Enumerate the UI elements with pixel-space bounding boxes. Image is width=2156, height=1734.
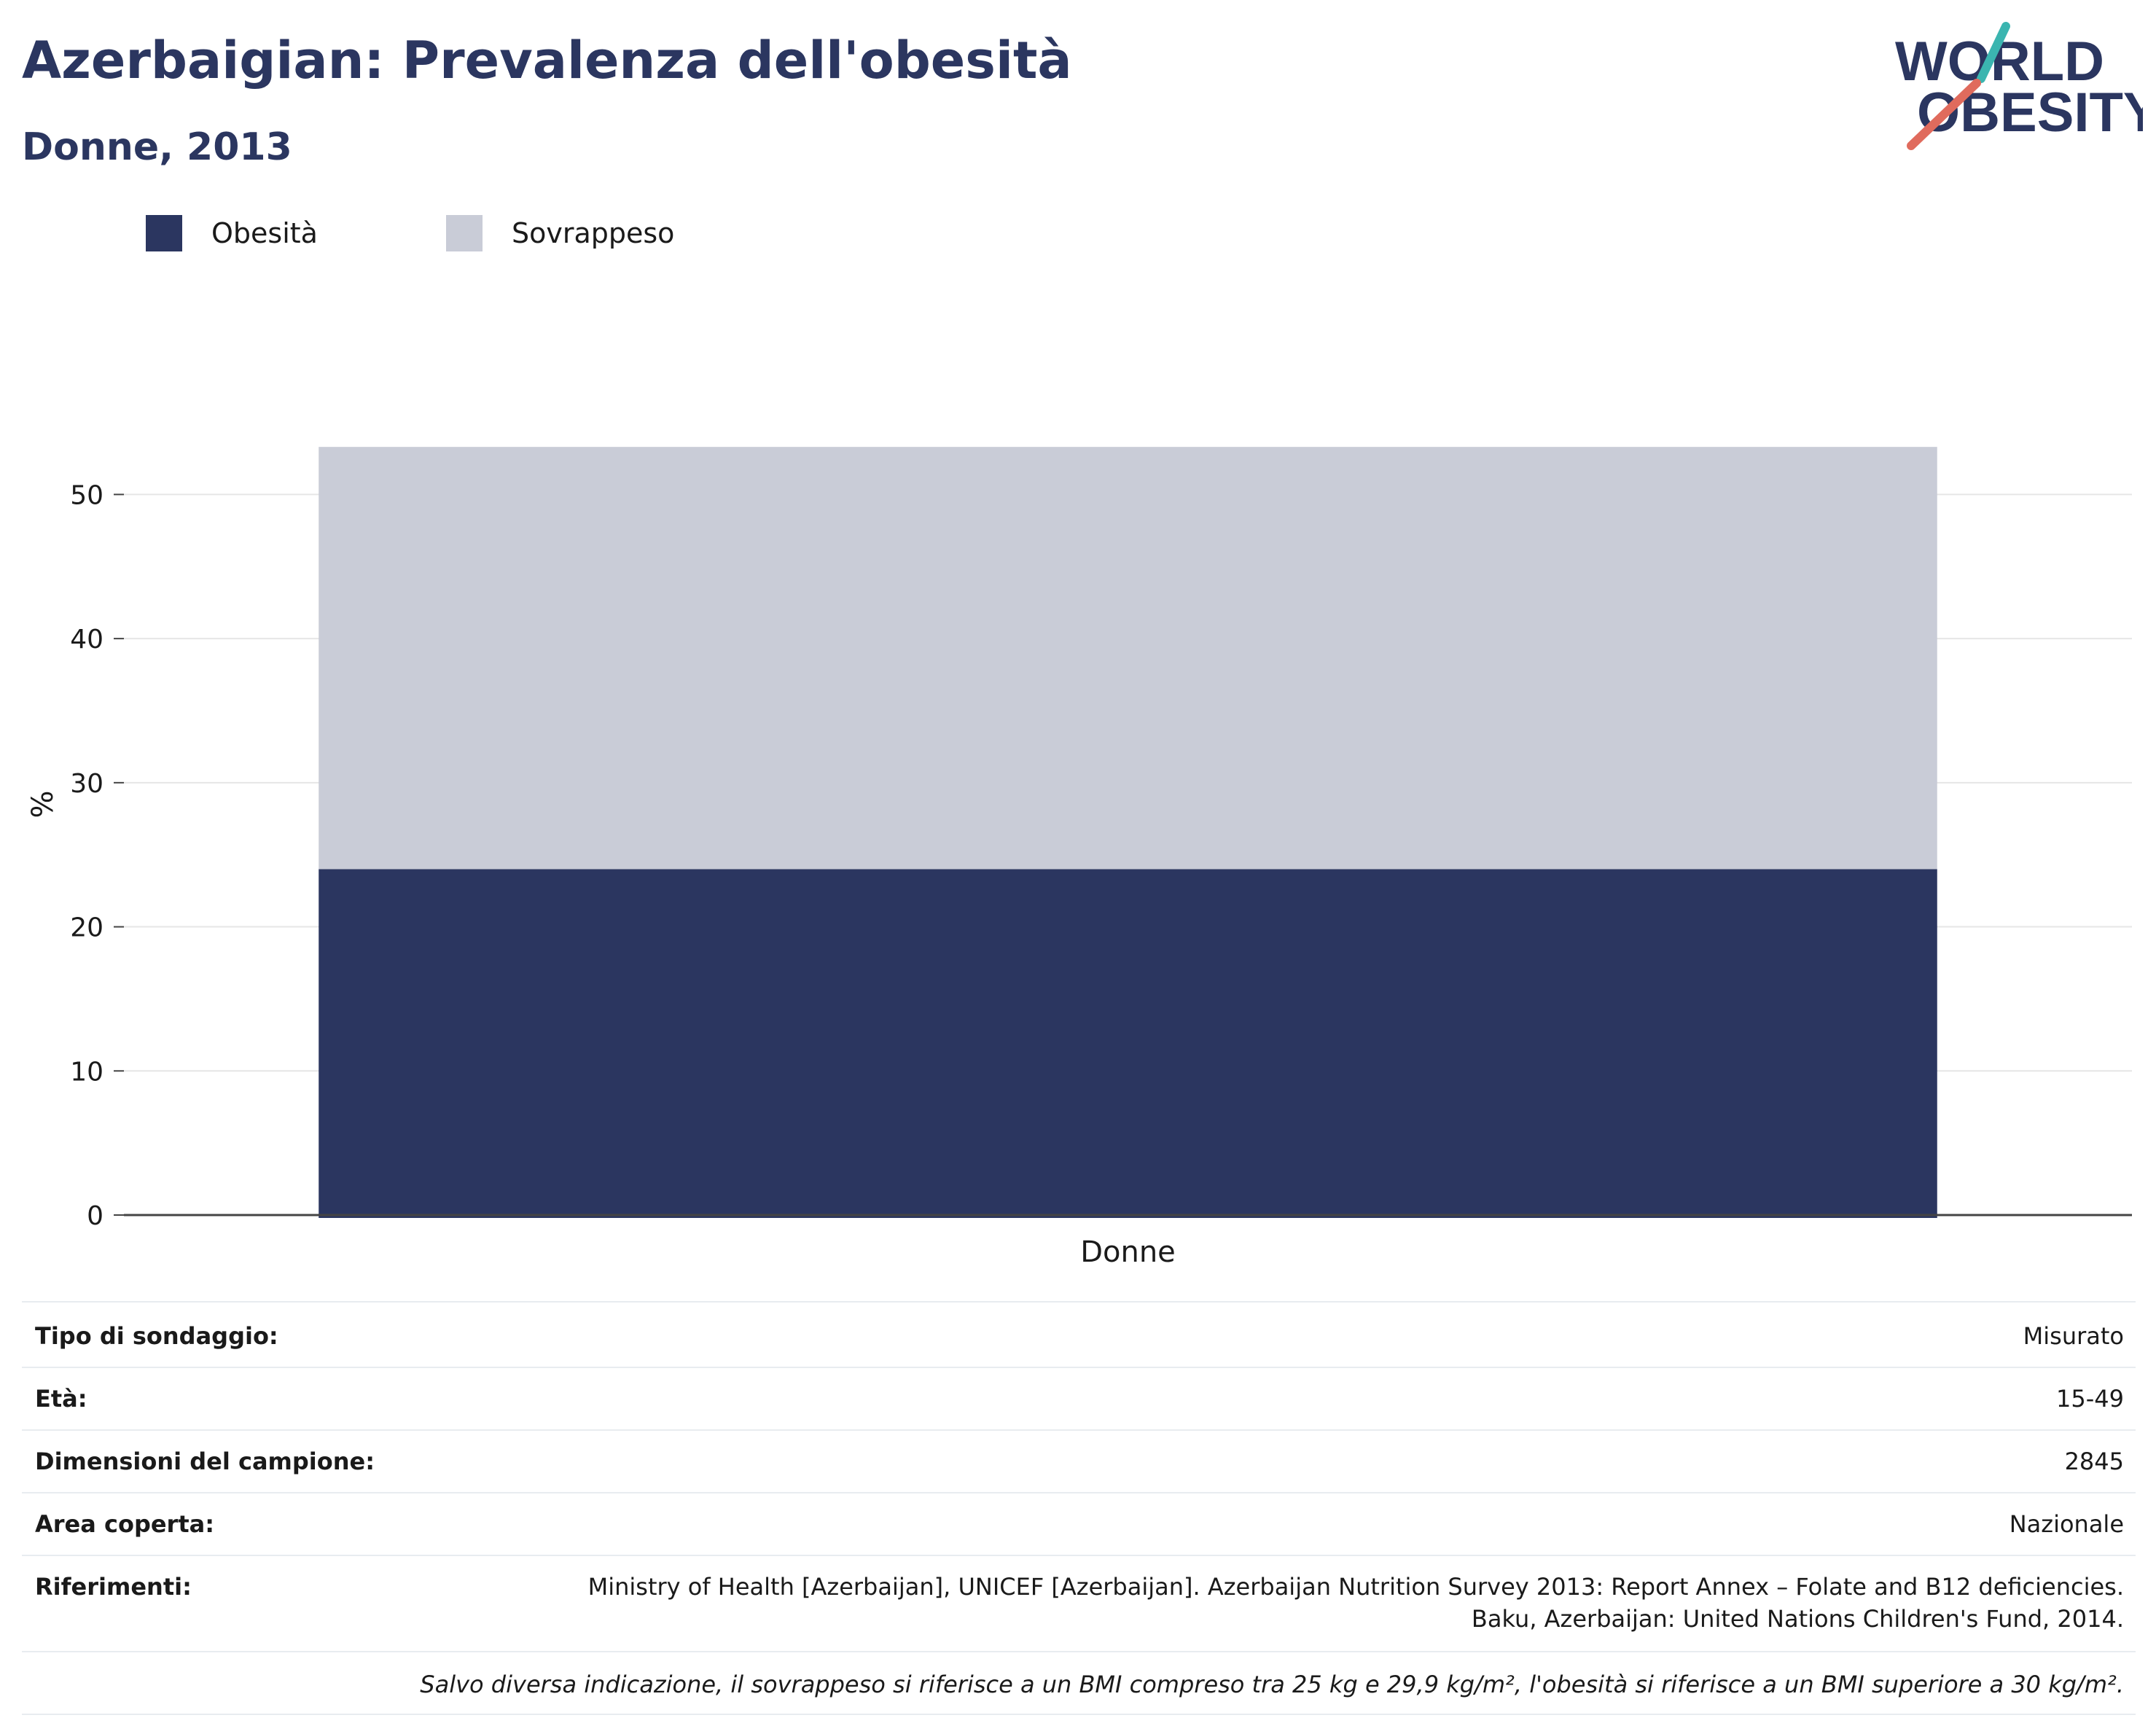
- logo-line-2: OBESITY: [1917, 82, 2143, 144]
- legend-swatch-obesity: [146, 215, 182, 251]
- survey-info-table: Tipo di sondaggio: Misurato Età: 15-49 D…: [22, 1301, 2136, 1715]
- info-value: 2845: [2064, 1448, 2124, 1475]
- info-value: 15-49: [2056, 1385, 2124, 1413]
- info-key: Età:: [35, 1385, 87, 1413]
- info-row-area-covered: Area coperta: Nazionale: [22, 1492, 2136, 1555]
- chart-title: Azerbaigian: Prevalenza dell'obesità: [22, 31, 1072, 90]
- world-obesity-logo: WORLD OBESITY: [1895, 22, 2143, 150]
- logo-slash-coral: [1907, 79, 1981, 150]
- info-value: Ministry of Health [Azerbaijan], UNICEF …: [588, 1571, 2136, 1635]
- legend-item-obesity: Obesità: [146, 215, 318, 251]
- info-value: Misurato: [2023, 1322, 2124, 1350]
- bar-obesity: [319, 869, 1937, 1218]
- info-value: Nazionale: [2009, 1510, 2124, 1538]
- legend-item-overweight: Sovrappeso: [446, 215, 674, 251]
- definition-note: Salvo diversa indicazione, il sovrappeso…: [22, 1651, 2136, 1715]
- info-row-sample-size: Dimensioni del campione: 2845: [22, 1429, 2136, 1492]
- reference-line: Ministry of Health [Azerbaijan], UNICEF …: [587, 1573, 2124, 1601]
- info-key: Riferimenti:: [35, 1573, 192, 1601]
- x-tick-label: Donne: [1080, 1235, 1176, 1269]
- logo-slash-teal: [1977, 22, 2010, 83]
- legend-label-overweight: Sovrappeso: [512, 217, 675, 249]
- y-tick-label: 20: [70, 913, 103, 943]
- info-key: Area coperta:: [35, 1510, 215, 1538]
- legend-label-obesity: Obesità: [211, 217, 318, 249]
- reference-line: Baku, Azerbaijan: United Nations Childre…: [1471, 1605, 2124, 1633]
- bar-chart: 0 10 20 30 40 50% Donne: [26, 447, 2132, 1269]
- y-axis-label: %: [26, 790, 60, 818]
- chart-subtitle: Donne, 2013: [22, 125, 292, 169]
- bar-overweight: [319, 447, 1937, 870]
- info-row-age: Età: 15-49: [22, 1367, 2136, 1429]
- y-tick-label: 30: [70, 769, 103, 799]
- info-key: Dimensioni del campione:: [35, 1448, 375, 1475]
- y-tick-label: 0: [87, 1201, 103, 1231]
- y-tick-label: 50: [70, 480, 103, 510]
- y-tick-label: 10: [70, 1057, 103, 1087]
- y-tick-label: 40: [70, 625, 103, 655]
- info-key: Tipo di sondaggio:: [35, 1322, 278, 1350]
- legend-swatch-overweight: [446, 215, 483, 251]
- info-row-references: Riferimenti: Ministry of Health [Azerbai…: [22, 1555, 2136, 1651]
- info-row-survey-type: Tipo di sondaggio: Misurato: [22, 1301, 2136, 1367]
